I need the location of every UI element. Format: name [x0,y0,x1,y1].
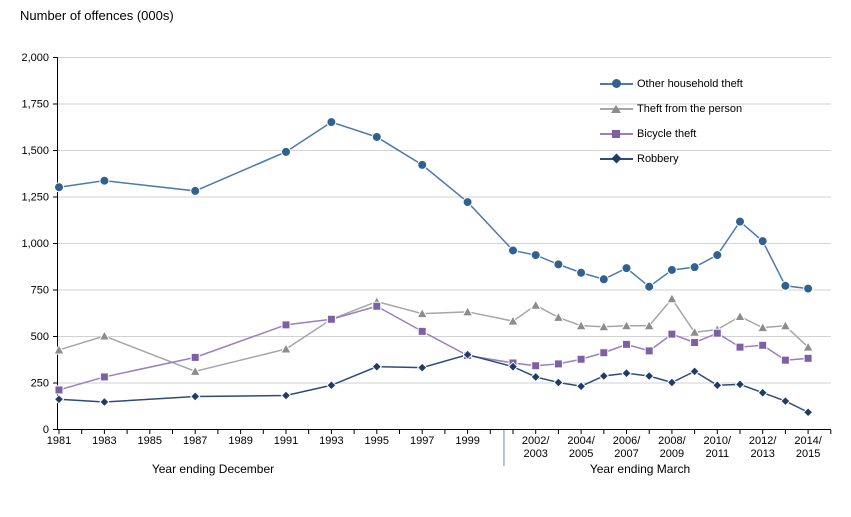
svg-text:2008/2009: 2008/2009 [658,435,686,460]
svg-text:2014/2015: 2014/2015 [794,435,822,460]
svg-text:1,750: 1,750 [21,99,49,111]
svg-text:0: 0 [43,424,49,436]
svg-text:750: 750 [31,285,49,297]
x-axis-section-label-december: Year ending December [151,462,275,476]
legend-circle-marker-icon [600,78,633,90]
svg-text:1,250: 1,250 [21,192,49,204]
svg-text:2,000: 2,000 [21,52,49,64]
legend-item-robbery: Robbery [600,146,743,171]
svg-text:1987: 1987 [183,435,207,447]
svg-text:2004/2005: 2004/2005 [567,435,595,460]
svg-text:2006/2007: 2006/2007 [613,435,641,460]
svg-text:1983: 1983 [92,435,116,447]
svg-text:1997: 1997 [410,435,434,447]
x-axis-section-label-march: Year ending March [589,462,691,476]
legend-label: Other household theft [637,77,743,90]
legend-label: Robbery [637,152,679,165]
svg-text:1985: 1985 [138,435,162,447]
legend-item-bicycle-theft: Bicycle theft [600,121,743,146]
svg-text:1989: 1989 [228,435,252,447]
legend-label: Bicycle theft [637,127,697,140]
legend-triangle-marker-icon [600,103,633,115]
legend-label: Theft from the person [637,102,743,115]
svg-text:1,500: 1,500 [21,145,49,157]
svg-text:2012/2013: 2012/2013 [749,435,777,460]
svg-text:1993: 1993 [319,435,343,447]
svg-text:1981: 1981 [47,435,71,447]
svg-text:500: 500 [31,331,49,343]
svg-text:1991: 1991 [274,435,298,447]
chart-legend: Other household theft Theft from the per… [600,71,743,171]
svg-text:2002/2003: 2002/2003 [522,435,550,460]
legend-diamond-marker-icon [600,153,633,165]
legend-item-theft-from-the-person: Theft from the person [600,96,743,121]
svg-text:1999: 1999 [455,435,479,447]
svg-text:1,000: 1,000 [21,238,49,250]
svg-text:1995: 1995 [365,435,389,447]
legend-square-marker-icon [600,128,633,140]
svg-text:2010/2011: 2010/2011 [704,435,732,460]
svg-text:250: 250 [31,378,49,390]
legend-item-other-household-theft: Other household theft [600,71,743,96]
chart-title: Number of offences (000s) [20,8,174,23]
